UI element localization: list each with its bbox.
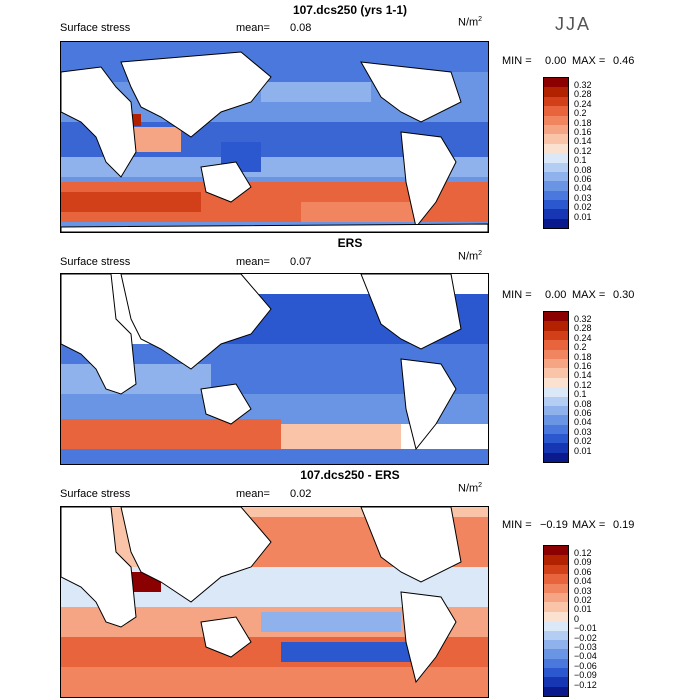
- colorbar-tick: −0.03: [574, 642, 597, 652]
- colorbar-tick: 0.18: [574, 117, 592, 128]
- colorbar-tick: 0.06: [574, 566, 592, 577]
- panel-2-map: [60, 273, 489, 465]
- panel-3-map: [60, 506, 489, 698]
- panel-2-max-label: MAX =: [572, 289, 606, 301]
- colorbar-tick: 0.32: [574, 80, 592, 90]
- colorbar-tick: 0.04: [574, 576, 592, 587]
- colorbar-tick: 0.02: [574, 436, 592, 447]
- colorbar-tick: 0.14: [574, 370, 592, 381]
- panel-3-title: 107.dcs250 - ERS: [300, 468, 400, 482]
- season-label: JJA: [555, 14, 592, 34]
- colorbar-tick: 0.24: [574, 98, 592, 109]
- colorbar-tick: 0.03: [574, 585, 592, 596]
- panel-2-mean-value: 0.07: [290, 256, 312, 268]
- panel-3-mean-label: mean=: [236, 488, 270, 500]
- panel-3-field-label: Surface stress: [60, 488, 131, 500]
- colorbar-tick: −0.01: [574, 623, 597, 634]
- colorbar-tick: 0.12: [574, 379, 592, 390]
- panel-1-map: [60, 41, 489, 233]
- panel-3-mean-value: 0.02: [290, 488, 312, 500]
- panel-3-min-value: −0.19: [540, 519, 568, 531]
- panel-1-units: N/m2: [458, 16, 483, 29]
- colorbar-tick: 0.04: [574, 417, 592, 428]
- colorbar-tick: 0.04: [574, 183, 592, 194]
- colorbar-tick: 0.02: [574, 202, 592, 213]
- panel-2-colorbar: [543, 311, 569, 464]
- panel-3-units: N/m2: [458, 482, 483, 495]
- colorbar-tick: 0.01: [574, 445, 592, 456]
- colorbar-tick: 0.01: [574, 211, 592, 222]
- colorbar-tick: −0.06: [574, 660, 597, 671]
- colorbar-tick: 0.08: [574, 164, 592, 175]
- panel-1-mean-value: 0.08: [290, 22, 312, 34]
- colorbar-tick: 0.09: [574, 557, 592, 568]
- colorbar-tick: 0.06: [574, 174, 592, 184]
- colorbar-tick: 0.14: [574, 136, 592, 147]
- colorbar-tick: 0.28: [574, 323, 592, 334]
- panel-3-colorbar: [543, 545, 569, 698]
- panel-1-min-label: MIN =: [502, 55, 532, 67]
- colorbar-tick: 0.2: [574, 342, 587, 353]
- panel-2-field-label: Surface stress: [60, 256, 131, 268]
- colorbar-tick: 0.2: [574, 108, 587, 119]
- colorbar-tick: 0.18: [574, 351, 592, 362]
- colorbar-tick: 0.1: [574, 155, 587, 166]
- panel-2-units: N/m2: [458, 250, 483, 263]
- colorbar-tick: 0.16: [574, 127, 592, 137]
- colorbar-tick: 0.03: [574, 192, 592, 203]
- panel-3-max-label: MAX =: [572, 519, 606, 531]
- colorbar-tick: 0.08: [574, 398, 592, 409]
- panel-1-max-value: 0.46: [613, 55, 635, 67]
- colorbar-tick: −0.02: [574, 632, 597, 643]
- colorbar-tick: 0.02: [574, 595, 592, 605]
- colorbar-tick: 0.1: [574, 389, 587, 400]
- panel-1-mean-label: mean=: [236, 22, 270, 34]
- colorbar-tick: −0.09: [574, 670, 597, 681]
- panel-3-max-value: 0.19: [613, 519, 635, 531]
- panel-1-field-label: Surface stress: [60, 22, 131, 34]
- panel-2-min-label: MIN =: [502, 289, 532, 301]
- panel-1-colorbar: [543, 77, 569, 230]
- panel-1-max-label: MAX =: [572, 55, 606, 67]
- colorbar-tick: 0.28: [574, 89, 592, 100]
- colorbar-tick: 0.06: [574, 408, 592, 418]
- panel-1-title: 107.dcs250 (yrs 1-1): [292, 3, 408, 17]
- panel-3-min-label: MIN =: [502, 519, 532, 531]
- colorbar-tick: 0: [574, 613, 580, 624]
- panel-2-max-value: 0.30: [613, 289, 635, 301]
- colorbar-tick: 0.24: [574, 332, 592, 343]
- panel-2-mean-label: mean=: [236, 256, 270, 268]
- colorbar-tick: 0.12: [574, 145, 592, 156]
- colorbar-tick: 0.12: [574, 548, 592, 558]
- colorbar-tick: 0.32: [574, 314, 592, 324]
- colorbar-tick: 0.01: [574, 604, 592, 615]
- colorbar-tick: 0.03: [574, 426, 592, 437]
- colorbar-tick: 0.16: [574, 361, 592, 371]
- panel-2-min-value: 0.00: [545, 289, 567, 301]
- panel-1-min-value: 0.00: [545, 55, 567, 67]
- colorbar-tick: −0.12: [574, 679, 597, 690]
- colorbar-tick: −0.04: [574, 651, 597, 662]
- panel-2-title: ERS: [337, 236, 363, 250]
